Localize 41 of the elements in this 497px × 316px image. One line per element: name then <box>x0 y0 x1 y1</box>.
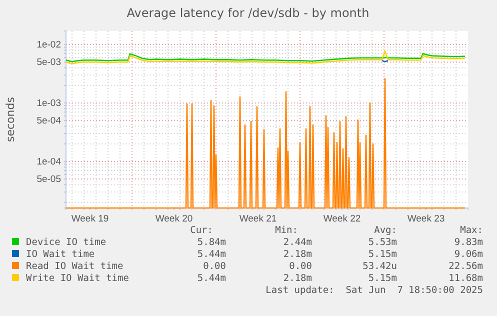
y-tick-label: 5e-05 <box>36 174 61 186</box>
line-series <box>65 52 466 62</box>
text: Avg: <box>374 225 397 236</box>
text: 53.42u <box>362 261 397 272</box>
x-tick-label: Week 19 <box>71 214 109 225</box>
y-axis-title: seconds <box>4 96 17 142</box>
y-tick-label: 1e-04 <box>36 156 61 168</box>
x-tick-label: Week 22 <box>323 214 361 225</box>
text: Min: <box>275 225 298 236</box>
text: 9.06m <box>454 249 484 260</box>
legend-label: IO Wait time <box>26 249 95 260</box>
text: 5.84m <box>197 237 226 248</box>
chart-title: Average latency for /dev/sdb - by month <box>126 6 370 20</box>
text: 11.68m <box>448 273 484 284</box>
text: 0.00 <box>203 261 226 272</box>
text: 22.56m <box>448 261 484 272</box>
text: 5.44m <box>197 273 226 284</box>
text: 0.00 <box>289 261 312 272</box>
y-tick-label: 1e-03 <box>36 98 61 110</box>
text: Cur: <box>190 225 213 236</box>
line-series <box>65 78 466 209</box>
x-tick-label: Week 23 <box>407 214 445 225</box>
text: Last update: Sat Jun 7 18:50:00 2025 <box>266 285 483 296</box>
line-series <box>65 50 466 64</box>
legend-label: Read IO Wait time <box>26 261 124 272</box>
y-tick-label: 1e-02 <box>36 40 61 51</box>
legend-label: Device IO time <box>26 237 106 248</box>
y-tick-label: 5e-04 <box>36 116 61 127</box>
x-tick-label: Week 21 <box>239 214 277 225</box>
x-tick-label: Week 20 <box>155 214 193 225</box>
text: 5.44m <box>197 249 226 260</box>
text: 2.44m <box>283 237 312 248</box>
text: Max: <box>460 225 483 236</box>
text: 5.15m <box>368 249 398 260</box>
y-tick-label: 5e-03 <box>36 57 61 68</box>
text: 9.83m <box>454 237 484 248</box>
text: 5.53m <box>368 237 398 248</box>
text: 2.18m <box>283 249 312 260</box>
legend-label: Write IO Wait time <box>26 273 130 284</box>
text: 5.15m <box>368 273 398 284</box>
text: 2.18m <box>283 273 312 284</box>
